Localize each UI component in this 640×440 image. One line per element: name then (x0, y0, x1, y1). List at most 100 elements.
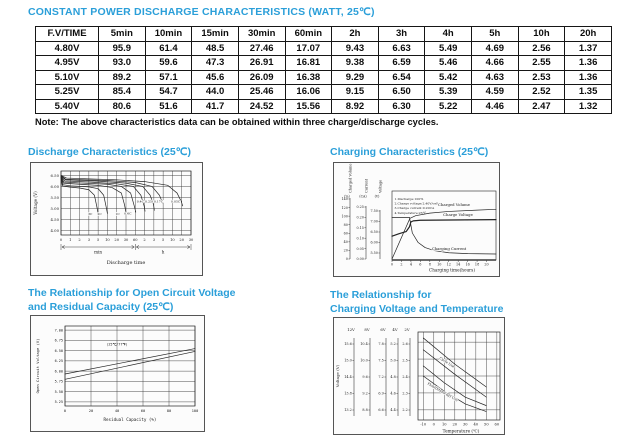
table-cell: 26.09 (237, 69, 286, 85)
axis-tick-label: 9.2 (362, 392, 367, 396)
table-cell: 41.7 (191, 98, 239, 114)
x-tick-label: 5 (162, 238, 165, 242)
plot-border (417, 331, 501, 421)
table-cell: 16.06 (284, 84, 333, 100)
axis-tick-label: 2.4 (402, 375, 407, 379)
scale-header: 2V (404, 327, 409, 332)
table-cell: 4.66 (471, 55, 519, 71)
x-tick-label: 60 (133, 238, 138, 242)
table-cell: 6.63 (377, 40, 426, 56)
table-row: 5.40V 80.6 51.6 41.7 24.52 15.56 8.92 6.30 5.22 4… (35, 98, 612, 114)
axis-tick-label: 15.0 (344, 359, 352, 363)
table-cell: 4.95V (35, 55, 99, 71)
x-tick-label: 60 (495, 423, 500, 427)
table-cell: 2.56 (517, 40, 566, 56)
discharge-chart: 6.50 6.00 5.50 5.00 4.50 4.00 0 1 2 3 5 10 20 30 60 2 3 5… (30, 162, 203, 276)
y-tick-label: 5.00 (51, 206, 60, 211)
axis-tick-label: 9.6 (362, 375, 367, 379)
table-cell: 9.43 (331, 40, 379, 56)
x-tick-label: 50 (484, 423, 489, 427)
x-tick-label: 1 (69, 238, 71, 242)
table-cell: 6.50 (377, 84, 426, 100)
table-cell: 95.9 (98, 40, 146, 56)
axis-tick-label: 140 (342, 197, 348, 201)
axis-tick-label: 60 (344, 231, 348, 235)
table-header-cell: 20h (564, 26, 612, 42)
section-title-temperature: The Relationship for Charging Voltage an… (330, 289, 504, 315)
y-tick-label: 6.25 (55, 359, 63, 363)
axis-tick-label: 5.0 (390, 359, 395, 363)
axis-tick-label: 14.4 (344, 375, 352, 379)
table-cell: 4.63 (471, 69, 519, 85)
axis-tick-label: 5.2 (390, 342, 395, 346)
x-tick-label: 20 (89, 409, 93, 413)
table-cell: 9.38 (331, 55, 379, 71)
table-row: 5.25V 85.4 54.7 44.0 25.46 16.06 9.15 6.50 5.39 4… (35, 84, 612, 100)
curve-0.17C (60, 175, 164, 204)
axis-tick-label: 7.5 (378, 359, 383, 363)
x-tick-label: 40 (474, 423, 479, 427)
axis-tick-label: 7.2 (378, 375, 383, 379)
voltage-temperature-chart: 12V 15.6 15.0 14.4 13.8 13.2 8V 10.4 10.0 9.6 9.2 8… (333, 317, 505, 435)
table-cell: 5.22 (424, 98, 472, 114)
curve-0.4C (60, 175, 146, 212)
curve-2C (60, 176, 108, 214)
x-tick-label: 20 (484, 263, 488, 267)
discharge-table: F.V/TIME 5min 10min 15min 30min 60min 2h 3h 4h 5h… (35, 26, 612, 114)
table-cell: 15.56 (284, 98, 333, 114)
axis-tick-label: 0.25 (356, 205, 363, 209)
line-upper-line (64, 348, 196, 375)
axis-tick-label: 100 (342, 214, 348, 218)
x-tick-label: 4 (410, 263, 412, 267)
table-cell: 6.59 (377, 55, 426, 71)
axis-tick-label: 6.9 (378, 392, 383, 396)
x-axis-title: Residual Capacity (%) (104, 417, 157, 422)
x-tick-label: 2 (400, 263, 402, 267)
table-cell: 16.81 (284, 55, 333, 71)
curve-label: Charge Voltage (443, 212, 473, 217)
annotation: (25℃/77℉) (106, 343, 127, 347)
table-cell: 1.36 (564, 69, 612, 85)
x-tick-label: 100 (192, 409, 199, 413)
scale-header: 8V (364, 327, 369, 332)
curve-label: 1C (115, 212, 120, 216)
line-lower-line (64, 351, 196, 380)
x-tick-label: 10 (170, 238, 175, 242)
table-cell: 5.25V (35, 84, 99, 100)
table-header-cell: 10h (517, 26, 566, 42)
axis-tick-label: 7.00 (370, 220, 377, 224)
curve-label: Charging Current (432, 246, 467, 251)
table-cell: 4.59 (471, 84, 519, 100)
bracket-arrow (61, 245, 65, 249)
table-row: 4.80V 95.9 61.4 48.5 27.46 17.07 9.43 6.63 5.49 4… (35, 40, 612, 56)
x-tick-label: 20 (179, 238, 184, 242)
y-tick-label: 6.50 (55, 349, 63, 353)
table-cell: 17.07 (284, 40, 333, 56)
x-tick-label: 18 (475, 263, 479, 267)
table-header-cell: 60min (284, 26, 333, 42)
table-cell: 4.80V (35, 40, 99, 56)
section-title-charging: Charging Characteristics (25℃) (330, 146, 489, 158)
band-label: Float(Stand-by) Use (427, 382, 459, 403)
scale-header: 6V (380, 327, 385, 332)
axis-tick-label: 13.8 (344, 392, 352, 396)
table-cell: 9.15 (331, 84, 379, 100)
table-cell: 45.6 (191, 69, 239, 85)
table-cell: 4.46 (471, 98, 519, 114)
table-cell: 1.32 (564, 98, 612, 114)
table-cell: 89.2 (98, 69, 146, 85)
ocv-chart-svg: 7.00 6.75 6.50 6.25 6.00 5.75 5.50 5.25 0 20 40 60 8… (35, 325, 199, 422)
table-cell: 48.5 (191, 40, 239, 56)
y-tick-label: 6.50 (51, 173, 60, 178)
table-cell: 85.4 (98, 84, 146, 100)
table-cell: 2.52 (517, 84, 566, 100)
plot-border (60, 170, 192, 236)
table-cell: 4.69 (471, 40, 519, 56)
x-tick-label: 30 (463, 423, 468, 427)
y-tick-label: 6.75 (55, 339, 63, 343)
x-tick-label: 6 (419, 263, 421, 267)
table-header-cell: 3h (377, 26, 426, 42)
table-header-cell: 5h (471, 26, 519, 42)
table-cell: 6.54 (377, 69, 426, 85)
